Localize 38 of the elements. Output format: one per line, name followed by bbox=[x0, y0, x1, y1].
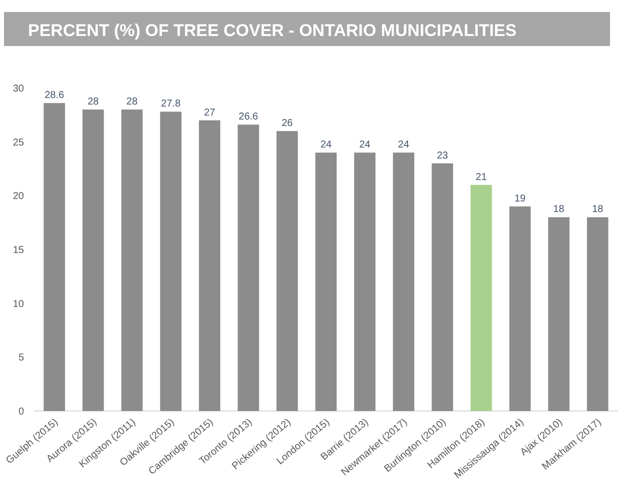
bar bbox=[548, 217, 570, 411]
chart-title: PERCENT (%) OF TREE COVER - ONTARIO MUNICIPALITIES bbox=[28, 21, 517, 40]
bar bbox=[392, 152, 414, 411]
bar bbox=[82, 110, 104, 411]
y-tick-label: 0 bbox=[18, 406, 24, 418]
data-label: 19 bbox=[514, 193, 526, 204]
bar bbox=[470, 184, 492, 411]
data-label: 24 bbox=[359, 140, 371, 151]
data-label: 28.6 bbox=[44, 90, 65, 102]
data-label: 23 bbox=[436, 150, 448, 162]
data-label: 24 bbox=[398, 140, 410, 151]
y-tick-label: 20 bbox=[12, 191, 24, 202]
bar bbox=[198, 120, 220, 411]
bar bbox=[44, 103, 66, 411]
bar bbox=[354, 152, 376, 411]
data-label: 26.6 bbox=[238, 112, 259, 123]
bar bbox=[315, 152, 337, 411]
y-tick-label: 30 bbox=[12, 84, 24, 94]
data-label: 18 bbox=[592, 204, 604, 216]
bar bbox=[432, 163, 454, 411]
data-label: 28 bbox=[88, 96, 100, 108]
bar bbox=[121, 110, 143, 411]
data-label: 21 bbox=[476, 172, 488, 183]
data-label: 26 bbox=[282, 118, 294, 130]
bar bbox=[509, 206, 531, 411]
y-tick-label: 10 bbox=[12, 298, 24, 310]
y-tick-label: 25 bbox=[12, 137, 24, 148]
data-label: 27 bbox=[204, 107, 216, 118]
bar bbox=[238, 124, 260, 411]
bar bbox=[276, 131, 298, 411]
y-tick-label: 5 bbox=[18, 352, 24, 364]
data-label: 18 bbox=[553, 204, 565, 216]
y-tick-label: 15 bbox=[12, 245, 24, 256]
bar bbox=[586, 217, 608, 411]
bar bbox=[160, 112, 182, 411]
data-label: 27.8 bbox=[161, 98, 181, 110]
data-label: 24 bbox=[320, 140, 332, 151]
data-label: 28 bbox=[126, 96, 138, 108]
